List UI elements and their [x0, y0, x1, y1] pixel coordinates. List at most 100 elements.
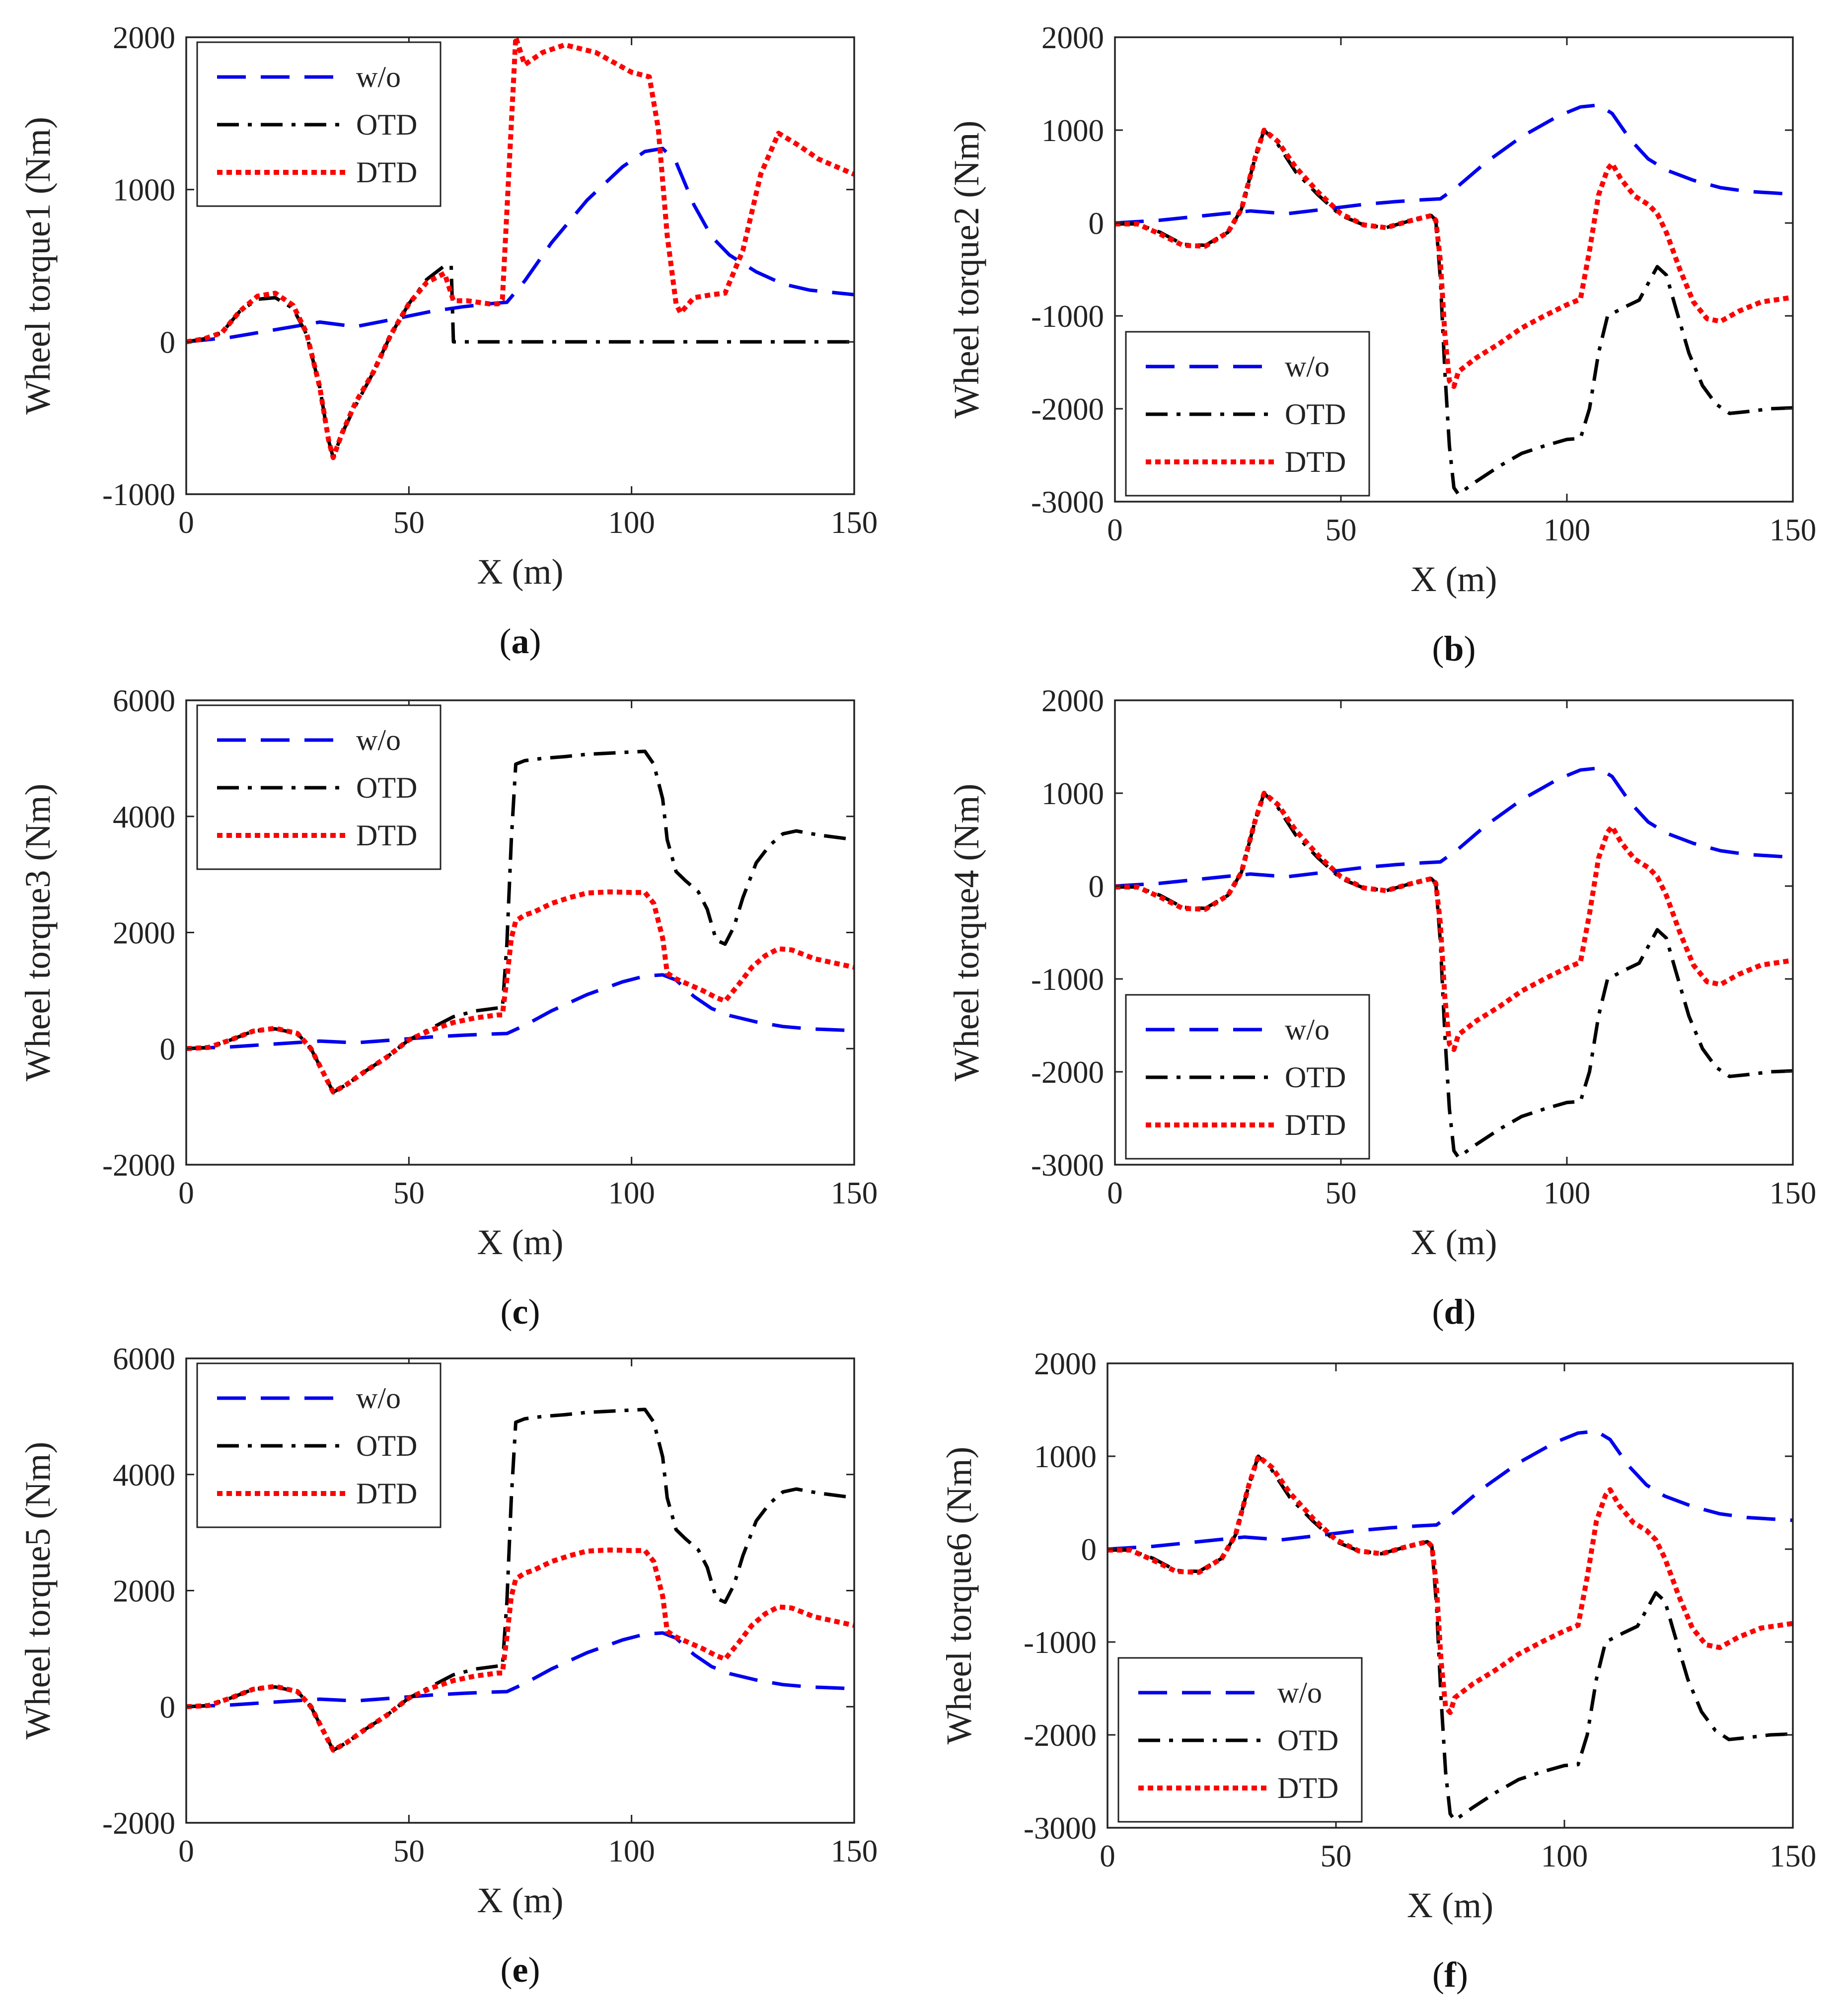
- series-line-otd: [186, 749, 854, 1094]
- legend: w/o OTD DTD: [1125, 994, 1370, 1160]
- y-tick-label: 0: [160, 1690, 176, 1724]
- panel-caption: (a): [500, 621, 541, 661]
- legend-label: w/o: [356, 1382, 401, 1415]
- caption-letter: a: [512, 621, 529, 661]
- series-line-wo: [1115, 103, 1793, 225]
- y-tick-label: 2000: [1041, 683, 1104, 718]
- caption-paren-open: (: [500, 621, 512, 661]
- legend-label: OTD: [1285, 1061, 1346, 1094]
- legend-label: OTD: [1277, 1724, 1338, 1757]
- axes-frame: [1114, 699, 1794, 1166]
- legend-label: w/o: [1285, 350, 1329, 383]
- legend-label: DTD: [356, 156, 417, 189]
- y-axis-label: Wheel torque1 (Nm): [18, 117, 58, 415]
- series-line-otd: [1115, 791, 1793, 1159]
- y-tick-label: 0: [160, 325, 176, 360]
- y-tick-label: 0: [1089, 206, 1105, 241]
- legend-label: w/o: [356, 61, 401, 93]
- y-axis-label: Wheel torque5 (Nm): [18, 1442, 58, 1740]
- x-tick-label: 150: [831, 1176, 878, 1210]
- caption-paren-open: (: [501, 1950, 513, 1990]
- y-tick-label: 1000: [1041, 113, 1104, 148]
- y-axis-label: Wheel torque3 (Nm): [18, 784, 58, 1082]
- y-tick-label: 2000: [1034, 1346, 1097, 1381]
- y-tick-label: -3000: [1031, 1148, 1104, 1183]
- y-tick-label: -1000: [102, 477, 175, 512]
- y-tick-label: -2000: [1031, 1055, 1104, 1090]
- x-tick-label: 0: [1107, 1176, 1123, 1210]
- y-axis-label: Wheel torque4 (Nm): [947, 784, 986, 1082]
- x-tick-label: 50: [393, 1834, 425, 1868]
- x-tick-label: 0: [1100, 1839, 1115, 1873]
- series-line-wo: [186, 973, 854, 1050]
- caption-paren-close: ): [528, 1292, 540, 1332]
- series-line-dtd: [1115, 791, 1793, 1052]
- x-tick-label: 150: [831, 505, 878, 540]
- y-tick-label: 6000: [113, 1342, 175, 1376]
- caption-paren-open: (: [1432, 1955, 1444, 1995]
- x-tick-label: 0: [178, 505, 194, 540]
- caption-letter: e: [513, 1950, 528, 1990]
- y-tick-label: 2000: [113, 916, 175, 951]
- series-line-dtd: [186, 37, 854, 460]
- caption-paren-close: ): [1464, 1292, 1476, 1332]
- x-tick-label: 50: [393, 1176, 425, 1210]
- y-tick-label: 2000: [113, 1574, 175, 1609]
- panel-caption: (e): [501, 1950, 540, 1990]
- panel-caption: (c): [501, 1292, 540, 1332]
- legend-label: DTD: [1285, 1109, 1346, 1141]
- x-tick-label: 150: [1770, 513, 1817, 547]
- x-tick-label: 0: [178, 1834, 194, 1868]
- x-tick-label: 0: [1107, 513, 1123, 547]
- series-line-dtd: [1107, 1454, 1793, 1716]
- x-axis-label: X (m): [477, 1222, 564, 1262]
- legend: w/o OTD DTD: [196, 41, 442, 207]
- series-line-dtd: [1115, 128, 1793, 389]
- series-line-wo: [186, 147, 854, 344]
- x-tick-label: 50: [393, 505, 425, 540]
- legend: w/o OTD DTD: [1125, 331, 1370, 497]
- x-tick-label: 100: [608, 505, 655, 540]
- series-line-wo: [1115, 766, 1793, 888]
- x-tick-label: 100: [1544, 1176, 1591, 1210]
- x-tick-label: 150: [831, 1834, 878, 1868]
- caption-letter: f: [1444, 1955, 1457, 1995]
- x-tick-label: 100: [1541, 1839, 1588, 1873]
- x-tick-label: 50: [1326, 513, 1357, 547]
- y-tick-label: -1000: [1031, 962, 1104, 997]
- panel-b: -3000 -2000 -1000 0 1000 2000 0 50 100 150 X (m) Wh…: [947, 20, 1816, 669]
- x-tick-label: 50: [1326, 1176, 1357, 1210]
- caption-paren-open: (: [1432, 629, 1444, 669]
- y-tick-label: 1000: [113, 173, 175, 208]
- series-line-otd: [1115, 128, 1793, 496]
- y-tick-label: -1000: [1031, 299, 1104, 334]
- y-tick-label: -2000: [1024, 1718, 1097, 1753]
- x-axis-label: X (m): [477, 552, 564, 592]
- legend-label: OTD: [1285, 398, 1346, 431]
- y-tick-label: -3000: [1024, 1811, 1097, 1846]
- caption-letter: d: [1444, 1292, 1464, 1332]
- x-tick-label: 150: [1770, 1839, 1817, 1873]
- legend-label: OTD: [356, 1429, 417, 1462]
- y-tick-label: 4000: [113, 800, 175, 834]
- legend-label: OTD: [356, 771, 417, 804]
- y-tick-label: 2000: [113, 20, 175, 55]
- caption-paren-close: ): [1464, 629, 1476, 669]
- y-tick-label: -1000: [1024, 1625, 1097, 1660]
- x-tick-label: 100: [1544, 513, 1591, 547]
- legend-label: w/o: [1277, 1676, 1322, 1709]
- caption-paren-close: ): [1456, 1955, 1468, 1995]
- x-tick-label: 0: [178, 1176, 194, 1210]
- legend-label: w/o: [356, 724, 401, 756]
- legend-label: DTD: [356, 819, 417, 852]
- panel-caption: (f): [1432, 1955, 1468, 1995]
- y-tick-label: 1000: [1041, 776, 1104, 811]
- x-axis-label: X (m): [1407, 1885, 1493, 1925]
- x-tick-label: 50: [1321, 1839, 1352, 1873]
- y-tick-label: 6000: [113, 683, 175, 718]
- legend-label: w/o: [1285, 1013, 1329, 1046]
- axes-frame: [1107, 1362, 1794, 1829]
